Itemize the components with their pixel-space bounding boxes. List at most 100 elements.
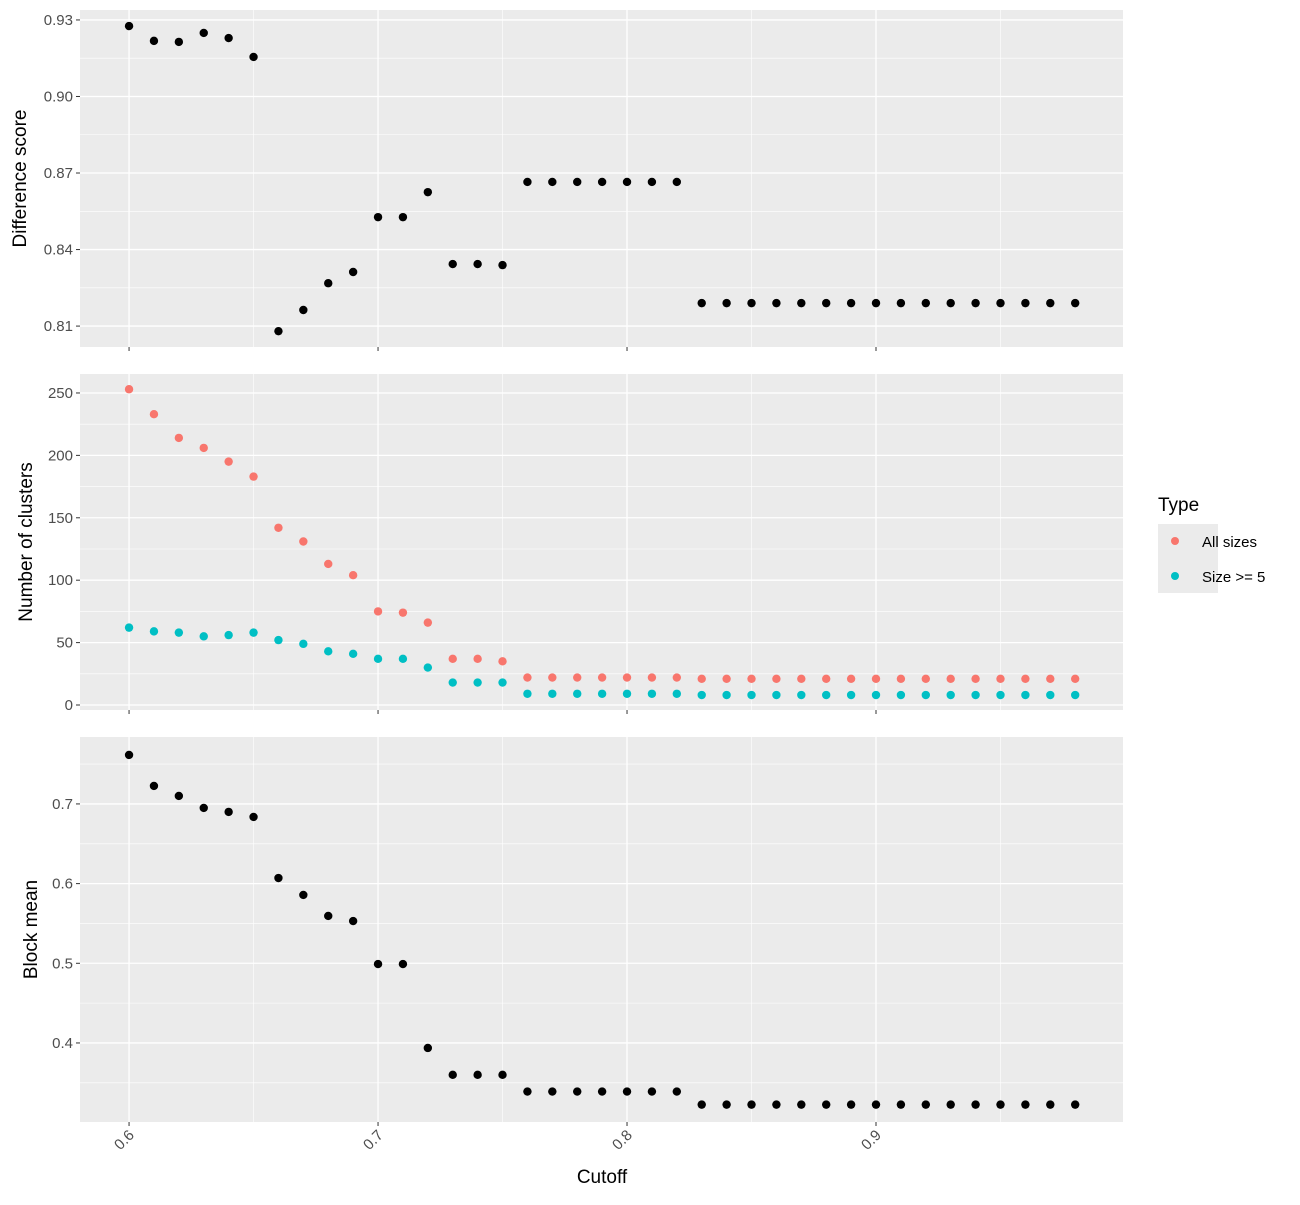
- data-point: [996, 1100, 1005, 1109]
- data-point: [1070, 674, 1080, 683]
- data-point: [747, 1100, 756, 1109]
- data-point: [249, 52, 258, 62]
- data-point: [348, 267, 358, 277]
- data-point: [622, 1087, 632, 1096]
- x-axis-label: Cutoff: [577, 1167, 628, 1188]
- y-tick-label: 0.5: [52, 955, 73, 972]
- y-tick-label: 150: [48, 510, 73, 527]
- data-point: [548, 177, 557, 187]
- data-point: [224, 33, 233, 43]
- data-point: [722, 690, 731, 700]
- data-point: [971, 298, 980, 308]
- data-point: [373, 212, 383, 222]
- data-point: [473, 654, 482, 664]
- data-point: [597, 1087, 607, 1096]
- data-point: [274, 873, 283, 883]
- data-point: [921, 298, 931, 308]
- data-point: [946, 1100, 955, 1109]
- data-point: [423, 618, 433, 627]
- legend-key-size-5: [1171, 572, 1179, 580]
- data-point: [1046, 1100, 1055, 1109]
- data-point: [448, 1070, 457, 1080]
- data-point: [871, 690, 881, 700]
- data-point: [747, 674, 756, 683]
- data-point: [573, 673, 582, 682]
- data-point: [299, 305, 308, 315]
- data-point: [1021, 1100, 1030, 1109]
- data-point: [398, 212, 408, 222]
- data-point: [1046, 690, 1055, 700]
- data-point: [448, 654, 457, 664]
- data-point: [174, 433, 184, 443]
- y-tick-label: 0.81: [44, 318, 73, 335]
- data-point: [199, 803, 208, 813]
- data-point: [772, 690, 781, 700]
- data-point: [523, 689, 532, 698]
- data-point: [249, 628, 258, 637]
- data-point: [772, 1100, 781, 1109]
- data-point: [324, 279, 333, 288]
- data-point: [647, 673, 657, 682]
- data-point: [996, 690, 1005, 700]
- data-point: [846, 690, 856, 700]
- data-point: [324, 559, 333, 569]
- series-difference-score: [124, 21, 1080, 336]
- data-point: [199, 632, 208, 641]
- data-point: [921, 690, 931, 700]
- y-tick-label: 200: [48, 447, 73, 464]
- data-point: [174, 37, 184, 47]
- data-point: [846, 674, 856, 683]
- data-point: [523, 673, 532, 682]
- data-point: [398, 654, 408, 664]
- data-point: [299, 890, 308, 900]
- data-point: [573, 177, 582, 187]
- y-tick-label: 250: [48, 385, 73, 402]
- y-tick-label: 0.90: [44, 88, 73, 105]
- data-point: [348, 649, 358, 659]
- data-point: [274, 326, 283, 336]
- y-axis-label: Number of clusters: [16, 462, 37, 621]
- data-point: [149, 36, 159, 46]
- data-point: [174, 628, 184, 637]
- data-point: [797, 298, 806, 308]
- y-tick-label: 0.6: [52, 876, 73, 893]
- data-point: [548, 1087, 557, 1096]
- data-point: [498, 1070, 507, 1080]
- data-point: [523, 177, 532, 187]
- data-point: [149, 781, 159, 791]
- data-point: [324, 647, 333, 656]
- data-point: [1046, 298, 1055, 308]
- data-point: [373, 959, 383, 969]
- data-point: [772, 674, 781, 683]
- data-point: [896, 1100, 906, 1109]
- data-point: [124, 385, 134, 394]
- y-tick-label: 0.7: [52, 796, 73, 813]
- data-point: [797, 674, 806, 683]
- data-point: [871, 1100, 881, 1109]
- data-point: [1070, 1100, 1080, 1109]
- data-point: [822, 298, 831, 308]
- data-point: [1021, 674, 1030, 683]
- data-point: [871, 674, 881, 683]
- data-point: [722, 674, 731, 683]
- data-point: [622, 689, 632, 698]
- data-point: [946, 690, 955, 700]
- data-point: [846, 298, 856, 308]
- data-point: [697, 674, 706, 683]
- data-point: [1046, 674, 1055, 683]
- panels: 0.81 0.84 0.87 0.90 0.93 Difference score 0 50 1…: [10, 10, 1123, 1154]
- data-point: [473, 259, 482, 269]
- data-point: [573, 1087, 582, 1096]
- data-point: [846, 1100, 856, 1109]
- y-axis-label: Block mean: [21, 880, 42, 979]
- data-point: [249, 812, 258, 822]
- data-point: [971, 690, 980, 700]
- data-point: [498, 678, 507, 687]
- data-point: [324, 911, 333, 921]
- data-point: [822, 674, 831, 683]
- data-point: [1070, 298, 1080, 308]
- data-point: [622, 673, 632, 682]
- legend: Type All sizes Size >= 5: [1158, 495, 1265, 593]
- data-point: [423, 1043, 433, 1053]
